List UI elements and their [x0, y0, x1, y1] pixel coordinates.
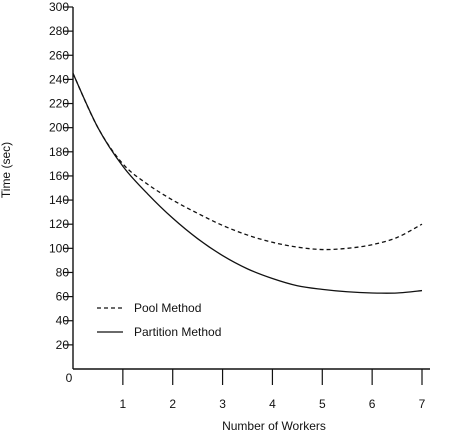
x-origin-label: 0 — [66, 371, 73, 385]
legend-label-partition-method: Partition Method — [134, 325, 221, 339]
y-tick-label-160: 160 — [49, 169, 69, 183]
axes — [72, 7, 430, 370]
y-ticks: 20 40 60 80 100 120 140 160 180 200 220 240 260 280 30… — [49, 0, 73, 352]
x-tick-label-7: 7 — [419, 397, 426, 411]
x-tick-label-1: 1 — [120, 397, 127, 411]
y-tick-label-260: 260 — [49, 48, 69, 62]
x-tick-label-2: 2 — [169, 397, 176, 411]
x-axis-title: Number of Workers — [222, 419, 326, 432]
y-tick-label-80: 80 — [56, 265, 70, 279]
series-layer — [72, 73, 423, 294]
legend: Pool Method Partition Method — [97, 301, 221, 339]
x-tick-label-3: 3 — [219, 397, 226, 411]
y-tick-label-60: 60 — [56, 290, 70, 304]
y-tick-label-120: 120 — [49, 217, 69, 231]
y-axis-title: Time (sec) — [0, 142, 13, 198]
y-tick-label-240: 240 — [49, 72, 69, 86]
y-tick-label-200: 200 — [49, 121, 69, 135]
x-tick-label-4: 4 — [269, 397, 276, 411]
y-tick-label-20: 20 — [56, 338, 70, 352]
x-tick-label-6: 6 — [369, 397, 376, 411]
y-tick-label-220: 220 — [49, 97, 69, 111]
y-tick-label-280: 280 — [49, 24, 69, 38]
y-tick-label-100: 100 — [49, 241, 69, 255]
series-line-pool-method — [72, 73, 423, 251]
y-tick-label-300: 300 — [49, 0, 69, 14]
y-tick-label-180: 180 — [49, 145, 69, 159]
x-ticks: 1 2 3 4 5 6 7 — [120, 369, 426, 411]
legend-label-pool-method: Pool Method — [134, 301, 201, 315]
y-tick-label-140: 140 — [49, 193, 69, 207]
series-line-partition-method — [72, 73, 423, 294]
x-tick-label-5: 5 — [319, 397, 326, 411]
y-tick-label-40: 40 — [56, 314, 70, 328]
